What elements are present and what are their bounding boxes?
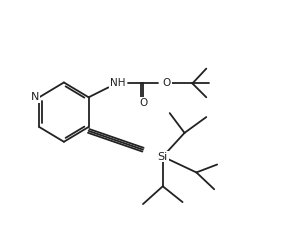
Text: O: O: [139, 98, 147, 108]
Text: Si: Si: [158, 152, 168, 162]
Text: NH: NH: [110, 78, 125, 88]
Text: O: O: [163, 78, 171, 88]
Text: N: N: [31, 92, 39, 102]
